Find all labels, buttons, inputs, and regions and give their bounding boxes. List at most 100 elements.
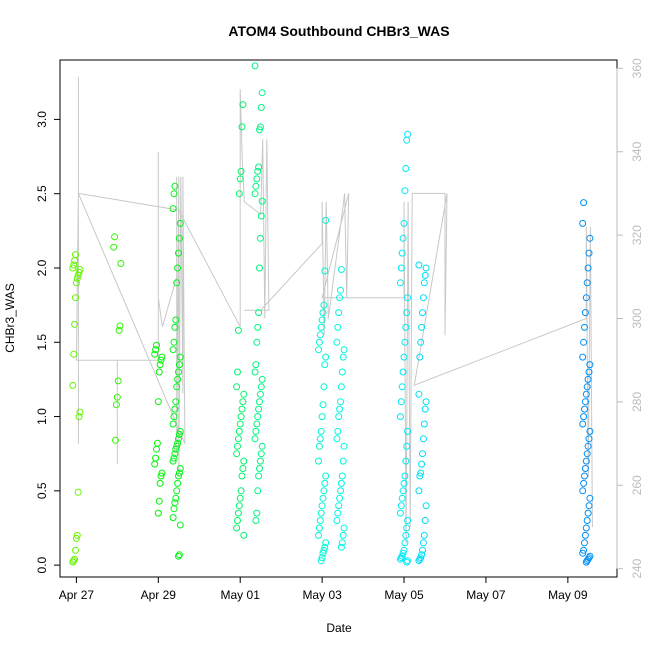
data-point bbox=[169, 514, 177, 522]
data-point bbox=[319, 309, 327, 317]
data-point bbox=[315, 531, 322, 539]
data-point bbox=[337, 266, 345, 273]
data-point bbox=[403, 442, 411, 450]
data-point bbox=[236, 420, 244, 428]
data-point bbox=[320, 546, 328, 554]
data-point bbox=[417, 554, 425, 562]
y-tick-label: 0.0 bbox=[35, 556, 49, 573]
data-point bbox=[401, 338, 409, 346]
data-point bbox=[171, 499, 179, 507]
data-point bbox=[174, 264, 182, 272]
data-point bbox=[334, 323, 342, 331]
data-point bbox=[400, 219, 408, 227]
data-point bbox=[581, 323, 588, 331]
data-point bbox=[240, 531, 248, 539]
data-point bbox=[240, 390, 248, 398]
data-point bbox=[251, 190, 259, 198]
data-point bbox=[402, 457, 410, 465]
data-point bbox=[236, 494, 244, 502]
data-point bbox=[157, 356, 165, 364]
data-point bbox=[172, 494, 180, 502]
data-point bbox=[337, 383, 345, 391]
data-point bbox=[253, 175, 261, 183]
data-point bbox=[581, 398, 589, 406]
data-point bbox=[251, 368, 259, 376]
chart-title: ATOM4 Southbound CHBr3_WAS bbox=[228, 23, 449, 39]
data-point bbox=[403, 558, 411, 566]
data-point bbox=[403, 136, 411, 144]
data-point bbox=[581, 539, 588, 547]
data-point bbox=[234, 435, 242, 443]
data-point bbox=[240, 457, 248, 465]
data-point bbox=[233, 383, 241, 391]
data-point bbox=[254, 167, 262, 175]
data-point bbox=[256, 123, 264, 131]
data-point bbox=[172, 398, 180, 406]
data-point bbox=[72, 279, 80, 287]
data-point bbox=[75, 413, 83, 421]
data-point bbox=[415, 390, 423, 398]
data-point bbox=[176, 219, 184, 227]
data-point bbox=[321, 267, 329, 275]
data-point bbox=[258, 375, 266, 383]
y-right-axis: 240 260 280 300 320 340 360 bbox=[616, 58, 644, 579]
data-point bbox=[116, 322, 124, 330]
data-point bbox=[340, 524, 348, 532]
data-point bbox=[236, 175, 244, 183]
data-point bbox=[234, 509, 242, 517]
data-point bbox=[252, 182, 260, 190]
data-point bbox=[176, 521, 184, 529]
data-point bbox=[584, 509, 592, 517]
data-point bbox=[255, 163, 263, 171]
data-point bbox=[320, 487, 328, 495]
x-tick-label: May 05 bbox=[384, 588, 424, 602]
data-point bbox=[320, 301, 328, 309]
data-point bbox=[153, 439, 161, 447]
data-point bbox=[321, 479, 329, 487]
data-point bbox=[73, 531, 81, 539]
data-point bbox=[170, 190, 178, 198]
data-point bbox=[255, 405, 263, 413]
data-point bbox=[586, 494, 594, 502]
x-tick-label: May 01 bbox=[221, 588, 261, 602]
data-point bbox=[169, 346, 177, 354]
data-point bbox=[117, 260, 125, 267]
data-point bbox=[339, 457, 347, 465]
data-point bbox=[335, 309, 343, 317]
data-point bbox=[317, 557, 325, 565]
x-axis: Apr 27 Apr 29 May 01 May 03 May 05 May 07 May … bbox=[59, 577, 588, 602]
data-point bbox=[338, 539, 346, 547]
data-point bbox=[151, 460, 159, 468]
data-point bbox=[171, 450, 179, 458]
data-point bbox=[151, 350, 159, 358]
data-point bbox=[399, 234, 407, 242]
data-point bbox=[404, 557, 412, 565]
data-point bbox=[175, 551, 183, 559]
y-tick-label: 0.5 bbox=[35, 482, 49, 499]
data-point bbox=[175, 368, 182, 376]
data-point bbox=[580, 413, 588, 421]
data-point bbox=[401, 187, 409, 195]
data-point bbox=[337, 398, 344, 406]
data-point bbox=[418, 460, 426, 468]
data-point bbox=[582, 390, 590, 398]
data-point bbox=[170, 454, 178, 462]
data-point bbox=[169, 420, 177, 428]
data-point bbox=[234, 442, 241, 450]
data-point bbox=[238, 405, 246, 413]
x-tick-label: Apr 27 bbox=[59, 588, 95, 602]
data-point bbox=[317, 323, 325, 331]
data-point bbox=[112, 436, 119, 444]
data-point bbox=[72, 251, 79, 259]
data-point bbox=[175, 469, 183, 477]
data-point bbox=[580, 338, 588, 346]
data-point bbox=[404, 294, 412, 302]
data-point bbox=[235, 190, 243, 198]
data-point bbox=[334, 427, 342, 435]
data-point bbox=[169, 457, 177, 465]
data-point bbox=[315, 442, 323, 450]
data-point bbox=[333, 338, 341, 346]
y-right-tick-label: 360 bbox=[630, 58, 644, 78]
data-point bbox=[582, 524, 590, 532]
data-point bbox=[582, 457, 590, 465]
